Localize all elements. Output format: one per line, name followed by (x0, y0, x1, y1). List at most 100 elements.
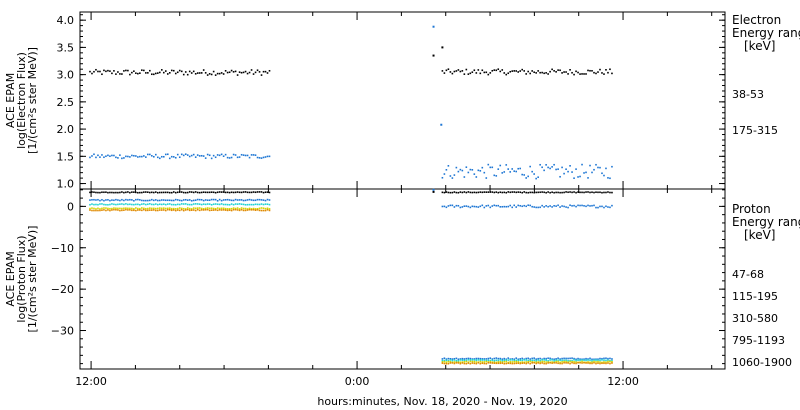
data-point (230, 199, 233, 202)
data-point (105, 191, 107, 193)
data-point (537, 70, 539, 72)
data-point (571, 360, 573, 363)
data-point (224, 207, 227, 210)
data-point (238, 71, 241, 73)
data-point (264, 156, 267, 158)
data-point (501, 191, 504, 194)
data-point (607, 362, 609, 364)
data-point (457, 362, 460, 364)
data-point (451, 204, 454, 207)
data-point (234, 198, 237, 201)
data-point (226, 208, 229, 210)
data-point (99, 199, 101, 202)
data-point (216, 72, 219, 75)
data-point (551, 206, 553, 208)
data-point (497, 168, 500, 170)
data-point (160, 203, 163, 206)
data-point (463, 358, 466, 360)
data-point (459, 361, 462, 364)
data-point (248, 71, 251, 74)
data-point (519, 167, 521, 170)
data-point (158, 199, 161, 202)
data-point (147, 191, 149, 193)
data-point (503, 205, 506, 208)
data-point (180, 153, 183, 156)
data-point (166, 153, 169, 156)
data-point (597, 358, 599, 360)
data-point (202, 69, 205, 71)
data-point (533, 71, 535, 74)
data-point (166, 191, 169, 194)
legend-title-line: Energy ranges (732, 26, 800, 40)
data-point (545, 361, 547, 363)
data-point (483, 206, 486, 209)
data-point (455, 362, 458, 364)
data-point (457, 170, 460, 173)
data-point (521, 173, 523, 176)
xtick-label: 0:00 (345, 375, 370, 388)
data-point (575, 168, 577, 170)
data-point (533, 191, 535, 194)
data-point (607, 360, 609, 363)
data-point (230, 156, 233, 159)
data-point (539, 362, 541, 365)
data-point (595, 359, 597, 361)
data-point (260, 209, 263, 212)
data-point (461, 70, 464, 72)
data-point (246, 191, 249, 194)
data-point (228, 209, 231, 211)
data-point (260, 199, 263, 201)
data-point (145, 156, 147, 158)
data-point (260, 74, 263, 76)
data-point (113, 199, 115, 202)
data-point (250, 199, 253, 201)
data-point (497, 359, 500, 362)
data-point (611, 204, 613, 207)
data-point (194, 209, 197, 212)
data-point (587, 361, 589, 363)
data-point (137, 207, 139, 210)
data-point (607, 191, 609, 193)
data-point (493, 191, 496, 194)
data-point (182, 203, 185, 205)
data-point (129, 198, 131, 201)
data-point (585, 362, 587, 364)
data-point (545, 191, 547, 194)
data-point (451, 177, 454, 179)
data-point (553, 204, 555, 207)
data-point (432, 188, 435, 191)
legend-entry: 795-1193 (732, 334, 785, 347)
data-point (595, 358, 597, 360)
data-point (200, 154, 203, 157)
data-point (455, 191, 458, 194)
data-point (575, 362, 577, 365)
data-point (232, 153, 235, 156)
data-point (258, 209, 261, 212)
data-point (495, 69, 498, 72)
data-point (226, 156, 229, 159)
data-point (527, 362, 529, 364)
data-point (238, 199, 241, 201)
data-point (547, 362, 549, 364)
data-point (190, 154, 193, 157)
data-point (208, 199, 211, 201)
data-point (549, 191, 551, 194)
data-point (95, 191, 97, 194)
data-point (513, 359, 516, 362)
data-point (453, 191, 456, 193)
data-point (139, 199, 141, 201)
data-point (164, 199, 167, 202)
data-point (182, 73, 185, 76)
data-point (127, 207, 129, 210)
data-point (481, 166, 484, 169)
data-point (465, 205, 468, 207)
data-point (479, 360, 482, 363)
data-point (248, 203, 251, 206)
data-point (583, 359, 585, 361)
data-point (441, 70, 444, 72)
data-point (145, 191, 147, 193)
data-point (188, 155, 191, 158)
data-point (485, 358, 488, 360)
data-point (487, 361, 490, 364)
data-point (184, 209, 187, 211)
